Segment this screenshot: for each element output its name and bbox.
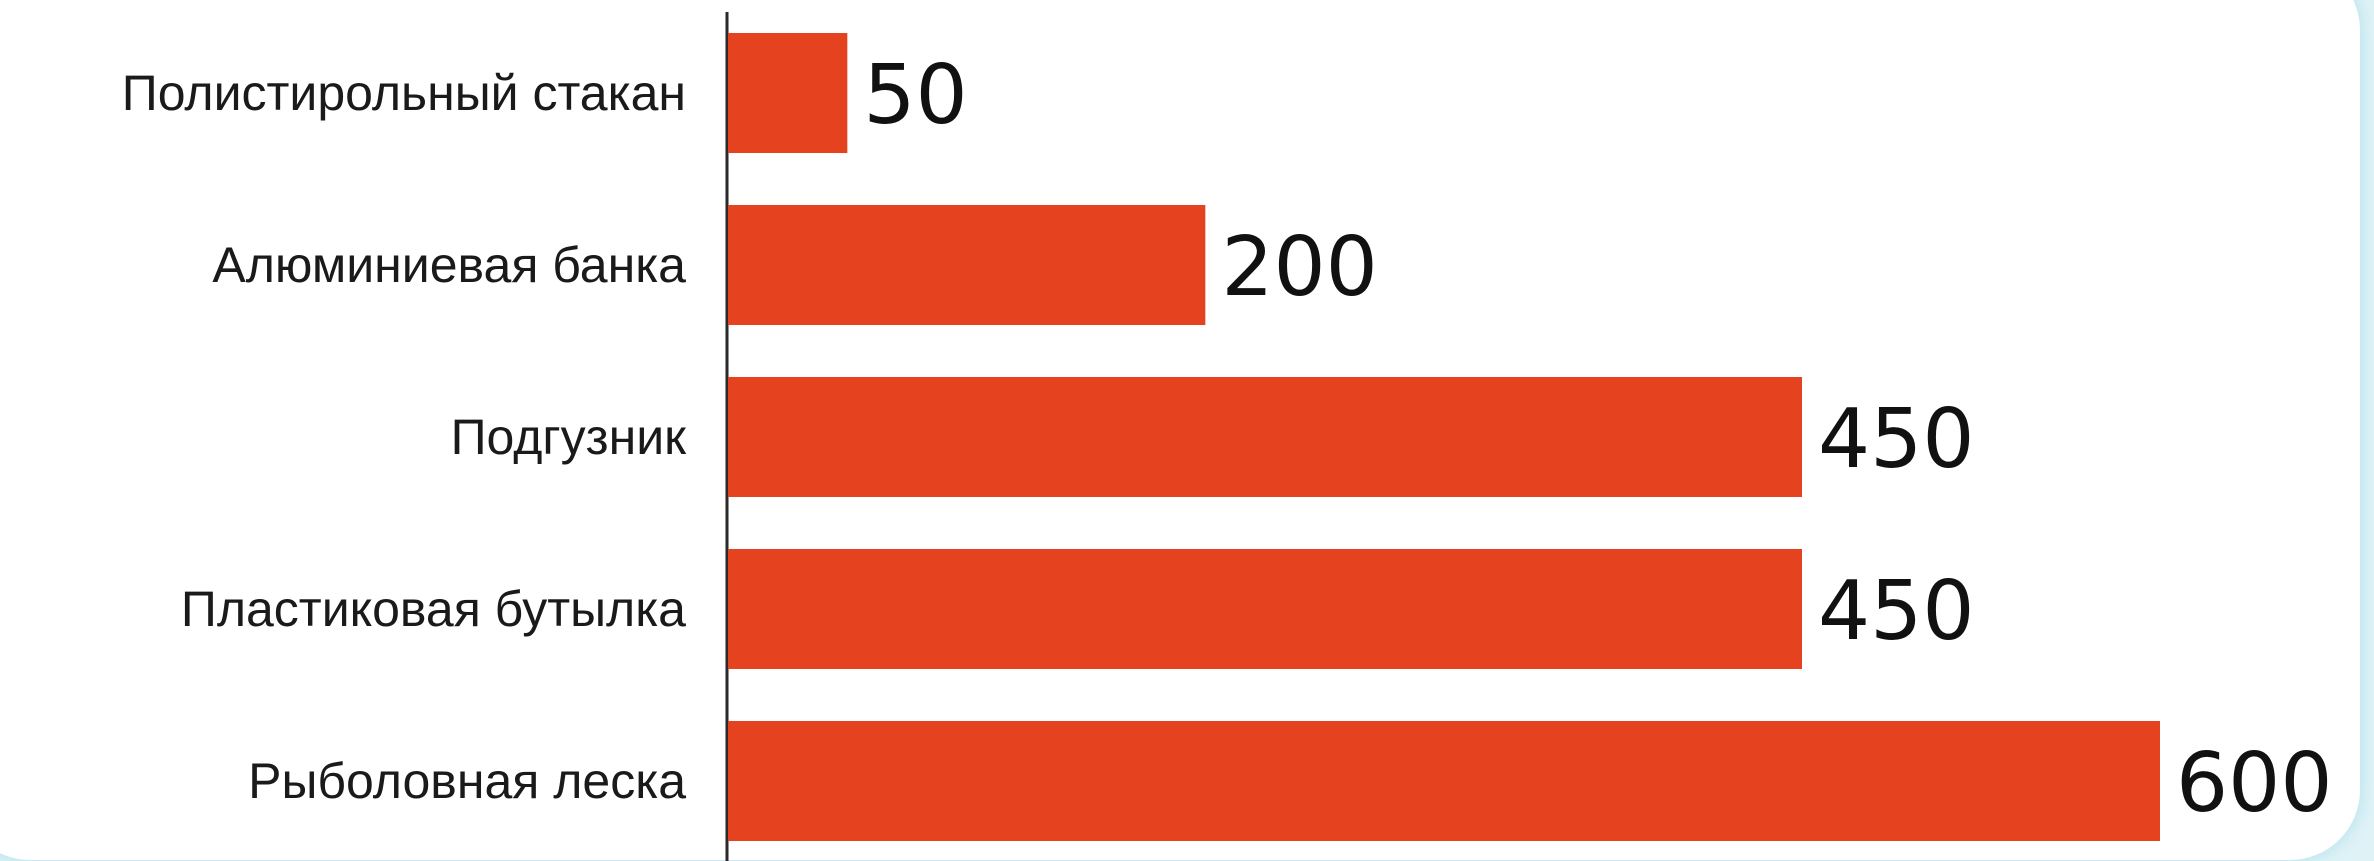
- value-label: 600: [2176, 736, 2333, 831]
- value-label: 450: [1818, 392, 1975, 487]
- value-label: 200: [1221, 220, 1378, 315]
- bars-group: [728, 33, 2160, 841]
- category-label: Рыболовная леска: [248, 753, 686, 809]
- category-label: Пластиковая бутылка: [181, 581, 686, 637]
- bar: [728, 33, 848, 153]
- category-label: Подгузник: [451, 409, 688, 465]
- bar: [728, 205, 1206, 325]
- category-label: Полистирольный стакан: [122, 65, 686, 121]
- value-label: 450: [1818, 564, 1975, 659]
- bar: [728, 377, 1802, 497]
- category-labels-group: Полистирольный стакан Алюминиевая банка По…: [122, 65, 687, 809]
- category-label: Алюминиевая банка: [212, 237, 686, 293]
- value-label: 50: [863, 48, 967, 143]
- value-labels-group: 50 200 450 450 600: [863, 48, 2332, 831]
- bar: [728, 721, 2160, 841]
- bar: [728, 549, 1802, 669]
